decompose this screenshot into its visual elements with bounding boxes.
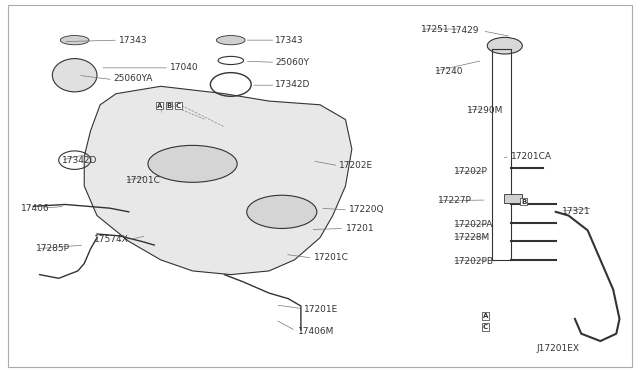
Text: 25060YA: 25060YA <box>113 74 152 83</box>
Text: C: C <box>483 324 488 330</box>
Text: 17201C: 17201C <box>125 176 161 185</box>
Text: 17201: 17201 <box>346 224 374 233</box>
Ellipse shape <box>487 38 522 54</box>
Text: 17220Q: 17220Q <box>349 205 384 215</box>
Text: 25060Y: 25060Y <box>275 58 309 67</box>
Text: 17343: 17343 <box>275 36 304 45</box>
Text: 17429: 17429 <box>451 26 479 35</box>
Text: 17321: 17321 <box>562 207 591 217</box>
Text: 17202PB: 17202PB <box>454 257 494 266</box>
PathPatch shape <box>84 86 352 275</box>
Text: 17342D: 17342D <box>275 80 311 89</box>
Text: B: B <box>522 199 527 205</box>
Ellipse shape <box>216 36 245 45</box>
Ellipse shape <box>60 36 89 45</box>
Text: 17202PA: 17202PA <box>454 220 493 229</box>
Text: 17201C: 17201C <box>314 253 349 263</box>
Ellipse shape <box>246 195 317 228</box>
Text: 17285P: 17285P <box>36 244 70 253</box>
Text: 17202P: 17202P <box>454 167 488 176</box>
Text: 17406M: 17406M <box>298 327 334 336</box>
Text: 17290M: 17290M <box>467 106 503 115</box>
Text: 17202E: 17202E <box>339 161 373 170</box>
Text: A: A <box>157 103 162 109</box>
FancyBboxPatch shape <box>504 195 522 203</box>
Text: 17343: 17343 <box>119 36 148 45</box>
Text: 17228M: 17228M <box>454 233 490 242</box>
Text: B: B <box>166 103 172 109</box>
Text: 17240: 17240 <box>435 67 463 76</box>
Text: 17406: 17406 <box>20 203 49 213</box>
Ellipse shape <box>52 59 97 92</box>
Ellipse shape <box>148 145 237 182</box>
Text: 17227P: 17227P <box>438 196 472 205</box>
Text: 17574X: 17574X <box>94 235 129 244</box>
Text: 17251: 17251 <box>420 25 449 33</box>
Text: 17342D: 17342D <box>62 155 97 165</box>
Text: 17201E: 17201E <box>304 305 339 314</box>
Text: 17040: 17040 <box>170 63 199 72</box>
Text: A: A <box>483 313 488 319</box>
Text: C: C <box>176 103 181 109</box>
Text: J17201EX: J17201EX <box>537 344 580 353</box>
Text: 17201CA: 17201CA <box>511 152 552 161</box>
